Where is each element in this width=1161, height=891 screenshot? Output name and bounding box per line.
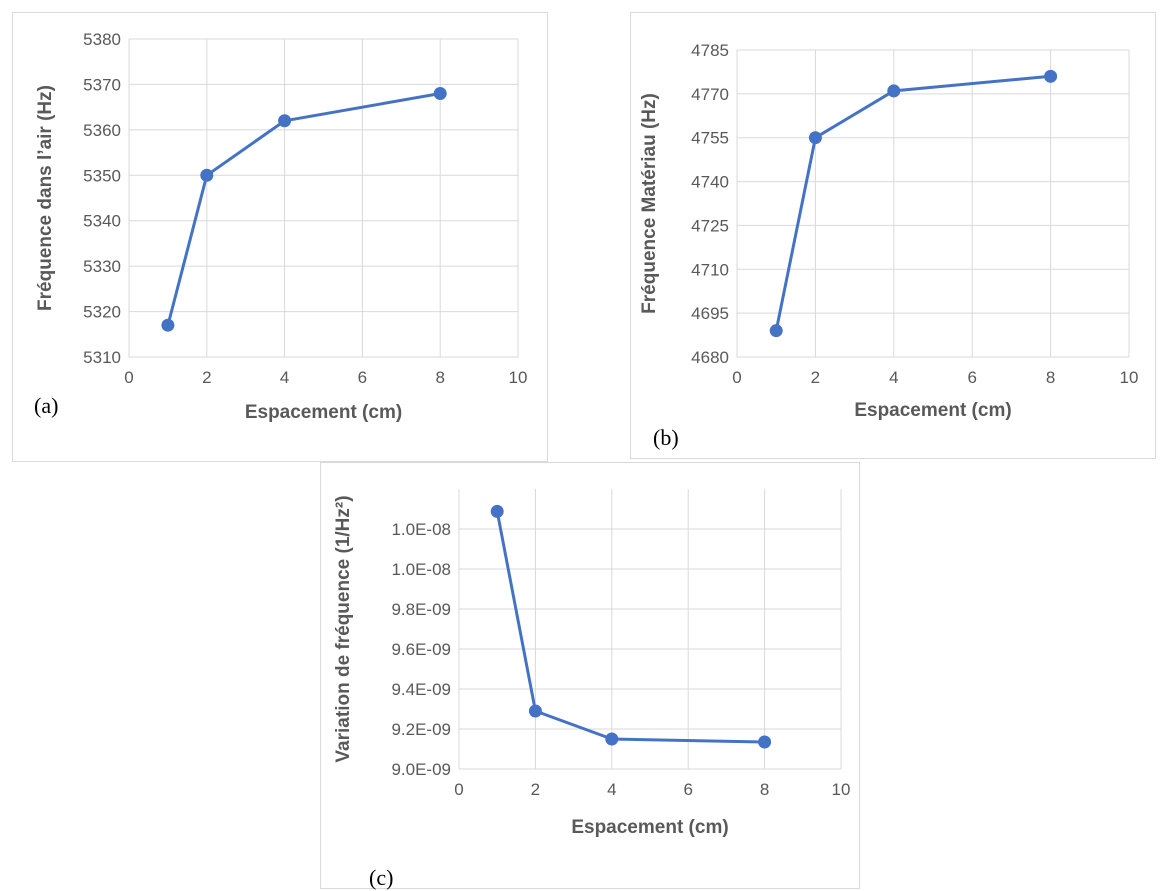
- chart-a-xtick-label: 10: [509, 368, 528, 387]
- chart-c-ytick-label: 1.0E-08: [391, 520, 451, 539]
- chart-b-xtick-label: 8: [1046, 368, 1055, 387]
- chart-b-xtick-label: 4: [889, 368, 898, 387]
- chart-c-y-axis-title: Variation de fréquence (1/Hz²): [333, 495, 354, 762]
- chart-a-data-point: [161, 318, 175, 332]
- chart-c-xtick-label: 8: [760, 780, 769, 799]
- chart-c-xtick-label: 4: [607, 780, 616, 799]
- chart-c-xtick-label: 6: [683, 780, 692, 799]
- chart-a-ytick-label: 5340: [83, 212, 121, 231]
- chart-a-ytick-label: 5380: [83, 30, 121, 49]
- chart-a-data-point: [433, 87, 447, 101]
- chart-b-ytick-label: 4785: [691, 41, 729, 60]
- chart-b-xtick-label: 10: [1120, 368, 1139, 387]
- chart-a-ytick-label: 5330: [83, 257, 121, 276]
- chart-c-ytick-label: 9.6E-09: [391, 640, 451, 659]
- chart-a-x-axis-title: Espacement (cm): [245, 402, 402, 423]
- chart-b-y-axis-title: Fréquence Matériau (Hz): [639, 93, 660, 314]
- panel-label-a: (a): [34, 393, 59, 418]
- chart-a-svg: 5310 5320 5330 5340 5350 5360 5370 5380 0 2 4 6 8 10 E…: [35, 30, 528, 423]
- chart-panel-b: 4680 4695 4710 4725 4740 4755 4770 4785 0 2 4 6 8 10 E…: [630, 12, 1156, 459]
- panel-label-c: (c): [369, 865, 394, 890]
- chart-b-data-point: [1044, 69, 1058, 83]
- chart-c-svg: 9.0E-09 9.2E-09 9.4E-09 9.6E-09 9.8E-09 1.0E-…: [333, 489, 851, 838]
- chart-c-ytick-label: 9.4E-09: [391, 680, 451, 699]
- panel-label-b: (b): [653, 425, 679, 450]
- chart-a-xtick-label: 6: [358, 368, 367, 387]
- chart-a-xtick-label: 0: [124, 368, 133, 387]
- chart-a-xtick-label: 2: [202, 368, 211, 387]
- chart-a-y-axis-title: Fréquence dans l’air (Hz): [35, 85, 56, 311]
- chart-b-data-point: [887, 84, 901, 98]
- chart-a-series-line: [166, 92, 441, 326]
- chart-a-ytick-label: 5360: [83, 121, 121, 140]
- chart-b-x-axis-title: Espacement (cm): [854, 400, 1011, 421]
- chart-b-xtick-label: 0: [732, 368, 741, 387]
- chart-panel-c: 9.0E-09 9.2E-09 9.4E-09 9.6E-09 9.8E-09 1.0E-…: [320, 462, 860, 890]
- chart-b-ytick-label: 4740: [691, 173, 729, 192]
- chart-b-xtick-label: 2: [811, 368, 820, 387]
- chart-c-ytick-label: 1.0E-08: [391, 560, 451, 579]
- chart-c-xtick-label: 2: [531, 780, 540, 799]
- chart-b-ytick-label: 4755: [691, 129, 729, 148]
- chart-b-svg: 4680 4695 4710 4725 4740 4755 4770 4785 0 2 4 6 8 10 E…: [639, 41, 1139, 421]
- chart-a-ytick-label: 5320: [83, 303, 121, 322]
- chart-a-ytick-label: 5310: [83, 348, 121, 367]
- chart-b-ytick-label: 4770: [691, 85, 729, 104]
- chart-a-data-point: [278, 114, 292, 128]
- chart-a-ytick-label: 5350: [83, 166, 121, 185]
- chart-c-ytick-label: 9.8E-09: [391, 600, 451, 619]
- chart-b-ytick-label: 4710: [691, 260, 729, 279]
- chart-c-x-axis-title: Espacement (cm): [571, 817, 728, 838]
- chart-b-xtick-label: 6: [967, 368, 976, 387]
- chart-c-data-point: [490, 504, 504, 518]
- chart-c-data-point: [528, 704, 542, 718]
- chart-b-series-line: [774, 74, 1051, 331]
- chart-c-data-point: [758, 735, 772, 749]
- chart-b-ytick-label: 4680: [691, 348, 729, 367]
- chart-a-ytick-label: 5370: [83, 75, 121, 94]
- chart-a-xtick-label: 8: [435, 368, 444, 387]
- chart-b-data-point: [808, 131, 822, 145]
- chart-c-ytick-label: 9.2E-09: [391, 720, 451, 739]
- chart-c-data-point: [605, 732, 619, 746]
- chart-c-ytick-label: 9.0E-09: [391, 760, 451, 779]
- chart-c-xtick-label: 0: [454, 780, 463, 799]
- chart-c-xtick-label: 10: [832, 780, 851, 799]
- chart-b-ytick-label: 4695: [691, 304, 729, 323]
- chart-b-data-point: [769, 324, 783, 338]
- chart-panel-a: 5310 5320 5330 5340 5350 5360 5370 5380 0 2 4 6 8 10 E…: [12, 12, 548, 462]
- chart-b-ytick-label: 4725: [691, 216, 729, 235]
- chart-c-series-line: [495, 511, 765, 744]
- chart-a-data-point: [200, 168, 214, 182]
- chart-a-xtick-label: 4: [280, 368, 289, 387]
